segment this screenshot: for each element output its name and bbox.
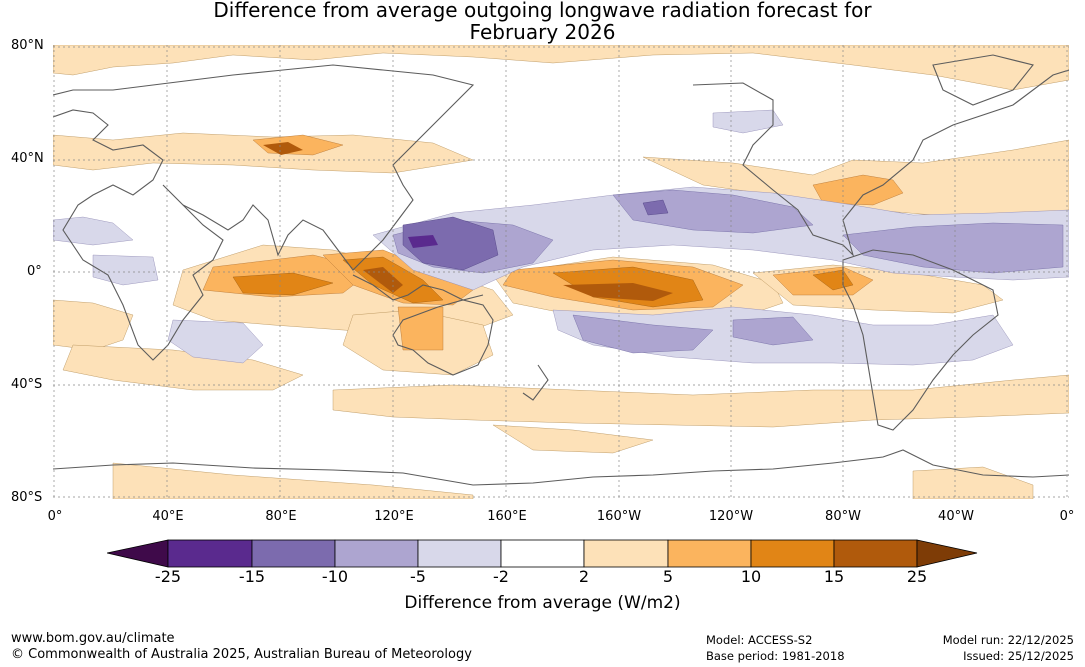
website-link[interactable]: www.bom.gov.au/climate [11, 631, 175, 646]
colorbar [107, 539, 978, 568]
x-label-160e: 160°E [487, 509, 527, 524]
x-label-80w: 80°W [825, 509, 861, 524]
issued-date: Issued: 25/12/2025 [963, 649, 1074, 663]
colorbar-swatch-2-2 [500, 539, 585, 568]
colorbar-tick: -15 [238, 567, 266, 586]
colorbar-tick: 5 [662, 567, 674, 586]
y-label-80s: 80°S [11, 490, 43, 505]
colorbar-swatch-2-5 [583, 539, 669, 568]
x-label-0: 0° [47, 509, 63, 524]
base-period: Base period: 1981-2018 [706, 649, 845, 663]
anomaly-dark-purple-regions [402, 199, 669, 271]
colorbar-tick: -5 [410, 567, 426, 586]
x-label-40e: 40°E [152, 509, 184, 524]
chart-title-line-1: Difference from average outgoing longwav… [213, 0, 872, 22]
anomaly-deepest-purple-regions [408, 235, 438, 248]
copyright-notice: © Commonwealth of Australia 2025, Austra… [11, 647, 472, 662]
colorbar-swatch-10-5 [334, 539, 419, 568]
x-label-120e: 120°E [374, 509, 414, 524]
x-label-40w: 40°W [938, 509, 974, 524]
graticule [53, 45, 1069, 499]
x-label-120w: 120°W [708, 509, 754, 524]
x-label-80e: 80°E [265, 509, 297, 524]
colorbar-tick: 10 [740, 567, 762, 586]
colorbar-swatch-25-15 [167, 539, 253, 568]
colorbar-swatch-15-25 [833, 539, 918, 568]
colorbar-tick: -10 [321, 567, 349, 586]
y-label-40n: 40°N [11, 151, 44, 166]
y-label-40s: 40°S [11, 377, 43, 392]
colorbar-tick: 15 [823, 567, 845, 586]
colorbar-swatch-above-25 [916, 539, 978, 568]
y-label-equator: 0° [27, 264, 42, 279]
x-label-160w: 160°W [596, 509, 642, 524]
coastlines [53, 54, 1069, 486]
colorbar-tick: -25 [154, 567, 182, 586]
x-label-0-end: 0° [1059, 509, 1075, 524]
chart-title-line-2: February 2026 [469, 20, 616, 44]
colorbar-tick: 2 [578, 567, 590, 586]
colorbar-title: Difference from average (W/m2) [404, 593, 681, 613]
y-label-80n: 80°N [11, 38, 44, 53]
colorbar-swatch-10-15 [750, 539, 835, 568]
colorbar-tick: -2 [493, 567, 509, 586]
colorbar-swatch-15-10 [251, 539, 336, 568]
colorbar-swatch-below-25 [107, 539, 169, 568]
olr-anomaly-map [53, 45, 1069, 499]
colorbar-swatch-5-2 [417, 539, 502, 568]
model-run-date: Model run: 22/12/2025 [942, 633, 1074, 647]
model-name: Model: ACCESS-S2 [706, 633, 813, 647]
colorbar-swatch-5-10 [667, 539, 752, 568]
colorbar-tick: 25 [906, 567, 928, 586]
